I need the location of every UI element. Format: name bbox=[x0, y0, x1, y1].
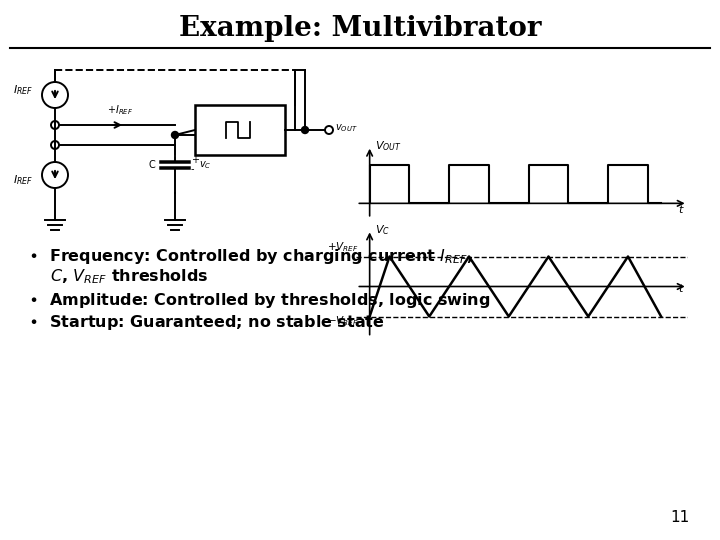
Text: $I_{REF}$: $I_{REF}$ bbox=[13, 83, 33, 97]
Text: $+I_{REF}$: $+I_{REF}$ bbox=[107, 103, 133, 117]
Text: $V_C$: $V_C$ bbox=[375, 223, 390, 237]
Text: $-V_{REF}$: $-V_{REF}$ bbox=[328, 314, 359, 328]
Circle shape bbox=[171, 132, 179, 138]
Text: +: + bbox=[191, 155, 199, 165]
Text: $C$, $V_{REF}$ thresholds: $C$, $V_{REF}$ thresholds bbox=[50, 268, 209, 286]
Text: Example: Multivibrator: Example: Multivibrator bbox=[179, 15, 541, 42]
Text: C: C bbox=[148, 160, 155, 170]
Text: -: - bbox=[191, 164, 194, 174]
Text: $v_C$: $v_C$ bbox=[199, 159, 212, 171]
Text: 11: 11 bbox=[670, 510, 690, 525]
Text: $+V_{REF}$: $+V_{REF}$ bbox=[328, 240, 359, 254]
Text: $\bullet$  Frequency: Controlled by charging current $I_{REF}$,: $\bullet$ Frequency: Controlled by charg… bbox=[28, 246, 473, 266]
Circle shape bbox=[302, 126, 308, 133]
Text: $V_{OUT}$: $V_{OUT}$ bbox=[375, 139, 402, 153]
Text: $I_{REF}$: $I_{REF}$ bbox=[13, 173, 33, 187]
Text: t: t bbox=[678, 285, 683, 294]
Text: $\bullet$  Amplitude: Controlled by thresholds, logic swing: $\bullet$ Amplitude: Controlled by thres… bbox=[28, 291, 490, 309]
Bar bbox=[195, 105, 285, 155]
Text: t: t bbox=[678, 205, 683, 215]
Text: $v_{OUT}$: $v_{OUT}$ bbox=[335, 122, 358, 134]
Text: $\bullet$  Startup: Guaranteed; no stable state: $\bullet$ Startup: Guaranteed; no stable… bbox=[28, 313, 384, 332]
